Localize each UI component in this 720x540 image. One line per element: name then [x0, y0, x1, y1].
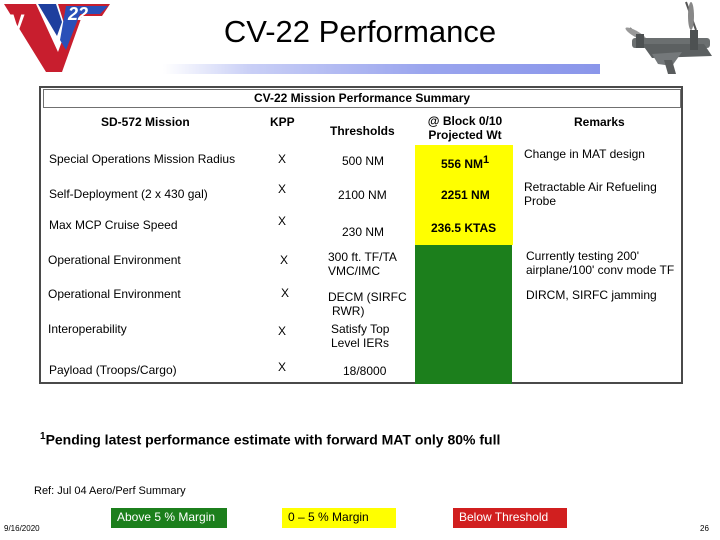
remarks-cell-row-5: DIRCM, SIRFC jamming	[526, 288, 657, 302]
threshold-cell-row-5-line1: DECM (SIRFC	[328, 290, 407, 304]
status-cell-row-1	[415, 145, 513, 177]
column-header-thresholds: Thresholds	[330, 124, 395, 138]
threshold-cell-row-6-line2: Level IERs	[331, 336, 390, 350]
cv22-aircraft-icon	[612, 0, 720, 82]
column-header-mission: SD-572 Mission	[101, 115, 190, 129]
threshold-cell-row-7: 18/8000	[343, 364, 387, 378]
threshold-cell-row-4-line1: 300 ft. TF/TA	[328, 250, 397, 264]
threshold-cell-row-1: 500 NM	[342, 154, 385, 168]
footnote-text: Pending latest performance estimate with…	[45, 431, 501, 448]
mission-cell-row-1: Special Operations Mission Radius	[49, 152, 236, 166]
footnote: 1Pending latest performance estimate wit…	[40, 431, 500, 448]
mission-cell-row-3: Max MCP Cruise Speed	[49, 218, 178, 232]
kpp-cell-row-5: X	[281, 286, 290, 300]
footnote-mark: 1	[40, 431, 46, 442]
remarks-cell-row-2-line1: Retractable Air Refueling	[524, 180, 657, 194]
column-header-block-line1: @ Block 0/10	[427, 114, 503, 128]
slide-date: 9/16/2020	[4, 524, 40, 533]
status-cell-rows-4-7	[415, 245, 512, 384]
threshold-cell-row-6-line1: Satisfy Top	[331, 322, 390, 336]
column-header-kpp: KPP	[270, 115, 295, 129]
kpp-cell-row-4: X	[280, 253, 289, 267]
performance-table	[39, 86, 683, 384]
kpp-cell-row-1: X	[278, 152, 287, 166]
threshold-cell-row-4-line2: VMC/IMC	[328, 264, 380, 278]
title-underline-bar	[163, 64, 600, 74]
column-header-block-line2: Projected Wt	[428, 128, 502, 142]
table-title: CV-22 Mission Performance Summary	[43, 89, 681, 108]
kpp-cell-row-7: X	[278, 360, 287, 374]
block-cell-row-2: 2251 NM	[441, 188, 490, 202]
legend-zero-to-five-margin: 0 – 5 % Margin	[282, 508, 396, 528]
status-cell-row-3	[415, 210, 513, 245]
mission-cell-row-4: Operational Environment	[48, 253, 181, 267]
remarks-cell-row-2-line2: Probe	[524, 194, 557, 208]
block-cell-row-1: 556 NM1	[441, 154, 490, 171]
svg-text:V: V	[10, 10, 25, 35]
footnote-marker: 1	[483, 154, 490, 166]
page-number: 26	[700, 524, 709, 533]
block-cell-row-3: 236.5 KTAS	[431, 221, 497, 235]
reference-note: Ref: Jul 04 Aero/Perf Summary	[34, 485, 186, 497]
threshold-cell-row-2: 2100 NM	[338, 188, 387, 202]
kpp-cell-row-6: X	[278, 324, 287, 338]
remarks-cell-row-4-line2: airplane/100' conv mode TF	[526, 263, 675, 277]
threshold-cell-row-3: 230 NM	[342, 225, 385, 239]
column-header-remarks: Remarks	[574, 115, 625, 129]
kpp-cell-row-2: X	[278, 182, 287, 196]
legend-above-margin: Above 5 % Margin	[111, 508, 227, 528]
mission-cell-row-6: Interoperability	[48, 322, 127, 336]
remarks-cell-row-1: Change in MAT design	[524, 147, 645, 161]
kpp-cell-row-3: X	[278, 214, 287, 228]
mission-cell-row-2: Self-Deployment (2 x 430 gal)	[49, 187, 208, 201]
remarks-cell-row-4-line1: Currently testing 200'	[526, 249, 640, 263]
svg-text:22: 22	[67, 4, 88, 24]
mission-cell-row-7: Payload (Troops/Cargo)	[49, 363, 177, 377]
v22-logo-icon: V 22	[4, 4, 110, 72]
status-cell-row-2	[415, 177, 513, 210]
slide-title: CV-22 Performance	[223, 14, 497, 49]
legend-below-threshold: Below Threshold	[453, 508, 567, 528]
mission-cell-row-5: Operational Environment	[48, 287, 181, 301]
threshold-cell-row-5-line2: RWR)	[332, 304, 365, 318]
